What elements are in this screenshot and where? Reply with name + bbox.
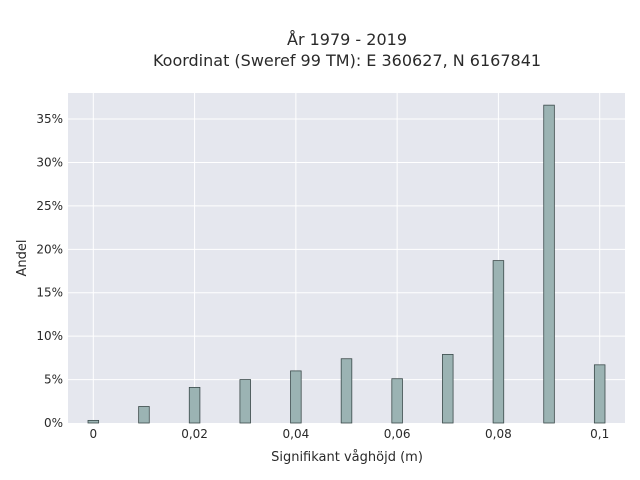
y-tick-label: 0%	[44, 416, 63, 430]
bar	[442, 353, 454, 424]
bar	[593, 364, 606, 424]
x-tick-label: 0,06	[384, 427, 411, 441]
x-axis-ticks: 0 0,02 0,04 0,06 0,08 0,1	[89, 427, 609, 441]
bar	[543, 104, 555, 424]
chart-title-line1: År 1979 - 2019	[287, 30, 407, 49]
bar	[239, 379, 251, 424]
bar	[188, 386, 201, 424]
y-tick-label: 35%	[36, 112, 63, 126]
bar	[87, 419, 100, 424]
x-tick-label: 0,1	[590, 427, 609, 441]
y-tick-label: 15%	[36, 286, 63, 300]
bars	[87, 104, 606, 424]
x-tick-label: 0,02	[181, 427, 208, 441]
y-tick-label: 25%	[36, 199, 63, 213]
grid-lines	[68, 93, 625, 423]
x-tick-label: 0	[89, 427, 97, 441]
y-tick-label: 20%	[36, 242, 63, 256]
bar	[290, 370, 302, 424]
bar	[391, 378, 403, 424]
chart-title-line2: Koordinat (Sweref 99 TM): E 360627, N 61…	[153, 51, 541, 70]
y-tick-label: 30%	[36, 155, 63, 169]
bar	[340, 358, 353, 424]
y-tick-label: 5%	[44, 373, 63, 387]
bar	[492, 260, 505, 424]
y-axis-ticks: 0% 5% 10% 15% 20% 25% 30% 35%	[36, 112, 63, 430]
x-tick-label: 0,08	[485, 427, 512, 441]
y-axis-label: Andel	[15, 240, 30, 277]
x-axis-label: Signifikant våghöjd (m)	[271, 450, 423, 465]
bar	[138, 406, 150, 424]
x-tick-label: 0,04	[283, 427, 310, 441]
y-tick-label: 10%	[36, 329, 63, 343]
